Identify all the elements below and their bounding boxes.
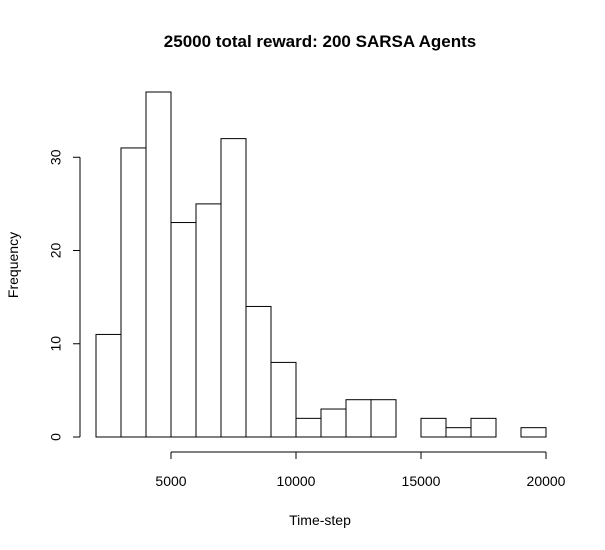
histogram-bar bbox=[470, 417, 497, 438]
histogram-bar bbox=[170, 222, 197, 438]
x-tick-label: 5000 bbox=[155, 473, 186, 489]
x-tick-label: 20000 bbox=[527, 473, 566, 489]
histogram-bar bbox=[195, 203, 222, 438]
y-axis: 0 10 20 30 bbox=[48, 149, 81, 441]
x-tick-label: 10000 bbox=[277, 473, 316, 489]
y-tick-label: 30 bbox=[48, 149, 64, 165]
histogram-bar bbox=[345, 399, 372, 438]
histogram-bar bbox=[520, 427, 547, 438]
y-tick-label: 20 bbox=[48, 243, 64, 259]
chart-title: 25000 total reward: 200 SARSA Agents bbox=[164, 32, 476, 51]
y-axis-label: Frequency bbox=[5, 232, 21, 298]
histogram-bar bbox=[420, 417, 447, 438]
histogram-bar bbox=[445, 427, 472, 438]
histogram-bar bbox=[220, 138, 247, 438]
y-tick-label: 0 bbox=[48, 433, 64, 441]
histogram-bar bbox=[95, 333, 122, 438]
histogram-bar bbox=[270, 361, 297, 438]
histogram-bars bbox=[95, 91, 547, 438]
y-tick-label: 10 bbox=[48, 336, 64, 352]
histogram-bar bbox=[120, 147, 147, 438]
x-axis: 5000 10000 15000 20000 bbox=[155, 451, 566, 489]
x-axis-label: Time-step bbox=[289, 512, 351, 528]
histogram-bar bbox=[245, 305, 272, 438]
histogram-bar bbox=[295, 417, 322, 438]
histogram-bar bbox=[145, 91, 172, 438]
histogram-bar bbox=[370, 399, 397, 438]
x-tick-label: 15000 bbox=[402, 473, 441, 489]
histogram-bar bbox=[320, 408, 347, 438]
